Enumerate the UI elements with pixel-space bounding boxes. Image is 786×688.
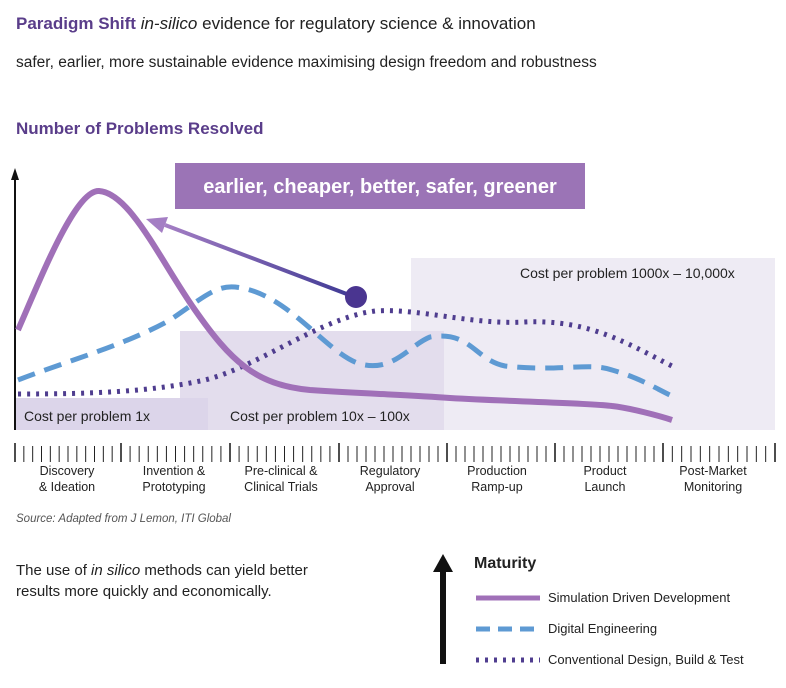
simulation-curve [15, 187, 673, 423]
shift-arrow-origin-dot [345, 286, 367, 308]
cost-mid-label: Cost per problem 10x – 100x [230, 408, 410, 424]
cost-low-label: Cost per problem 1x [24, 408, 150, 424]
maturity-arrow-shaft [440, 570, 446, 664]
shift-arrow-line [164, 223, 353, 298]
legend-label-simulation: Simulation Driven Development [548, 590, 731, 605]
phase-invention: Invention & Prototyping [142, 464, 206, 494]
title-bold: Paradigm Shift [16, 14, 136, 33]
cost-high-label: Cost per problem 1000x – 10,000x [520, 265, 735, 281]
phase-preclinical: Pre-clinical & Clinical Trials [244, 464, 318, 494]
phase-discovery: Discovery & Ideation [38, 464, 96, 494]
digital-curve [17, 284, 674, 399]
title-italic: in-silico [140, 14, 198, 33]
banner-text: earlier, cheaper, better, safer, greener [203, 176, 557, 198]
maturity-arrowhead [433, 554, 453, 572]
phase-production: Production Ramp-up [467, 464, 527, 494]
timeline-ticks [14, 443, 776, 462]
title-rest: evidence for regulatory science & innova… [197, 14, 536, 33]
maturity-arrow [433, 554, 453, 664]
legend-label-digital: Digital Engineering [548, 621, 658, 636]
shift-arrow-head [146, 217, 168, 233]
maturity-label: Maturity [474, 555, 537, 572]
source-note: Source: Adapted from J Lemon, ITI Global [16, 513, 231, 525]
chart-title: Number of Problems Resolved [16, 119, 264, 138]
phase-regulatory: Regulatory Approval [359, 464, 421, 494]
legend-swatches [476, 595, 540, 663]
cost-zone-low [14, 398, 208, 430]
banner-box [175, 163, 585, 209]
description: The use of in silico methods can yield b… [16, 562, 308, 600]
conventional-curve [17, 308, 674, 397]
page-title: Paradigm Shift in-silico evidence for re… [16, 14, 536, 34]
phase-launch: Product Launch [583, 464, 627, 494]
legend-label-conventional: Conventional Design, Build & Test [548, 652, 744, 667]
phase-monitoring: Post-Market Monitoring [679, 464, 747, 494]
page-subtitle: safer, earlier, more sustainable evidenc… [16, 54, 597, 71]
y-axis-arrowhead [11, 168, 19, 180]
